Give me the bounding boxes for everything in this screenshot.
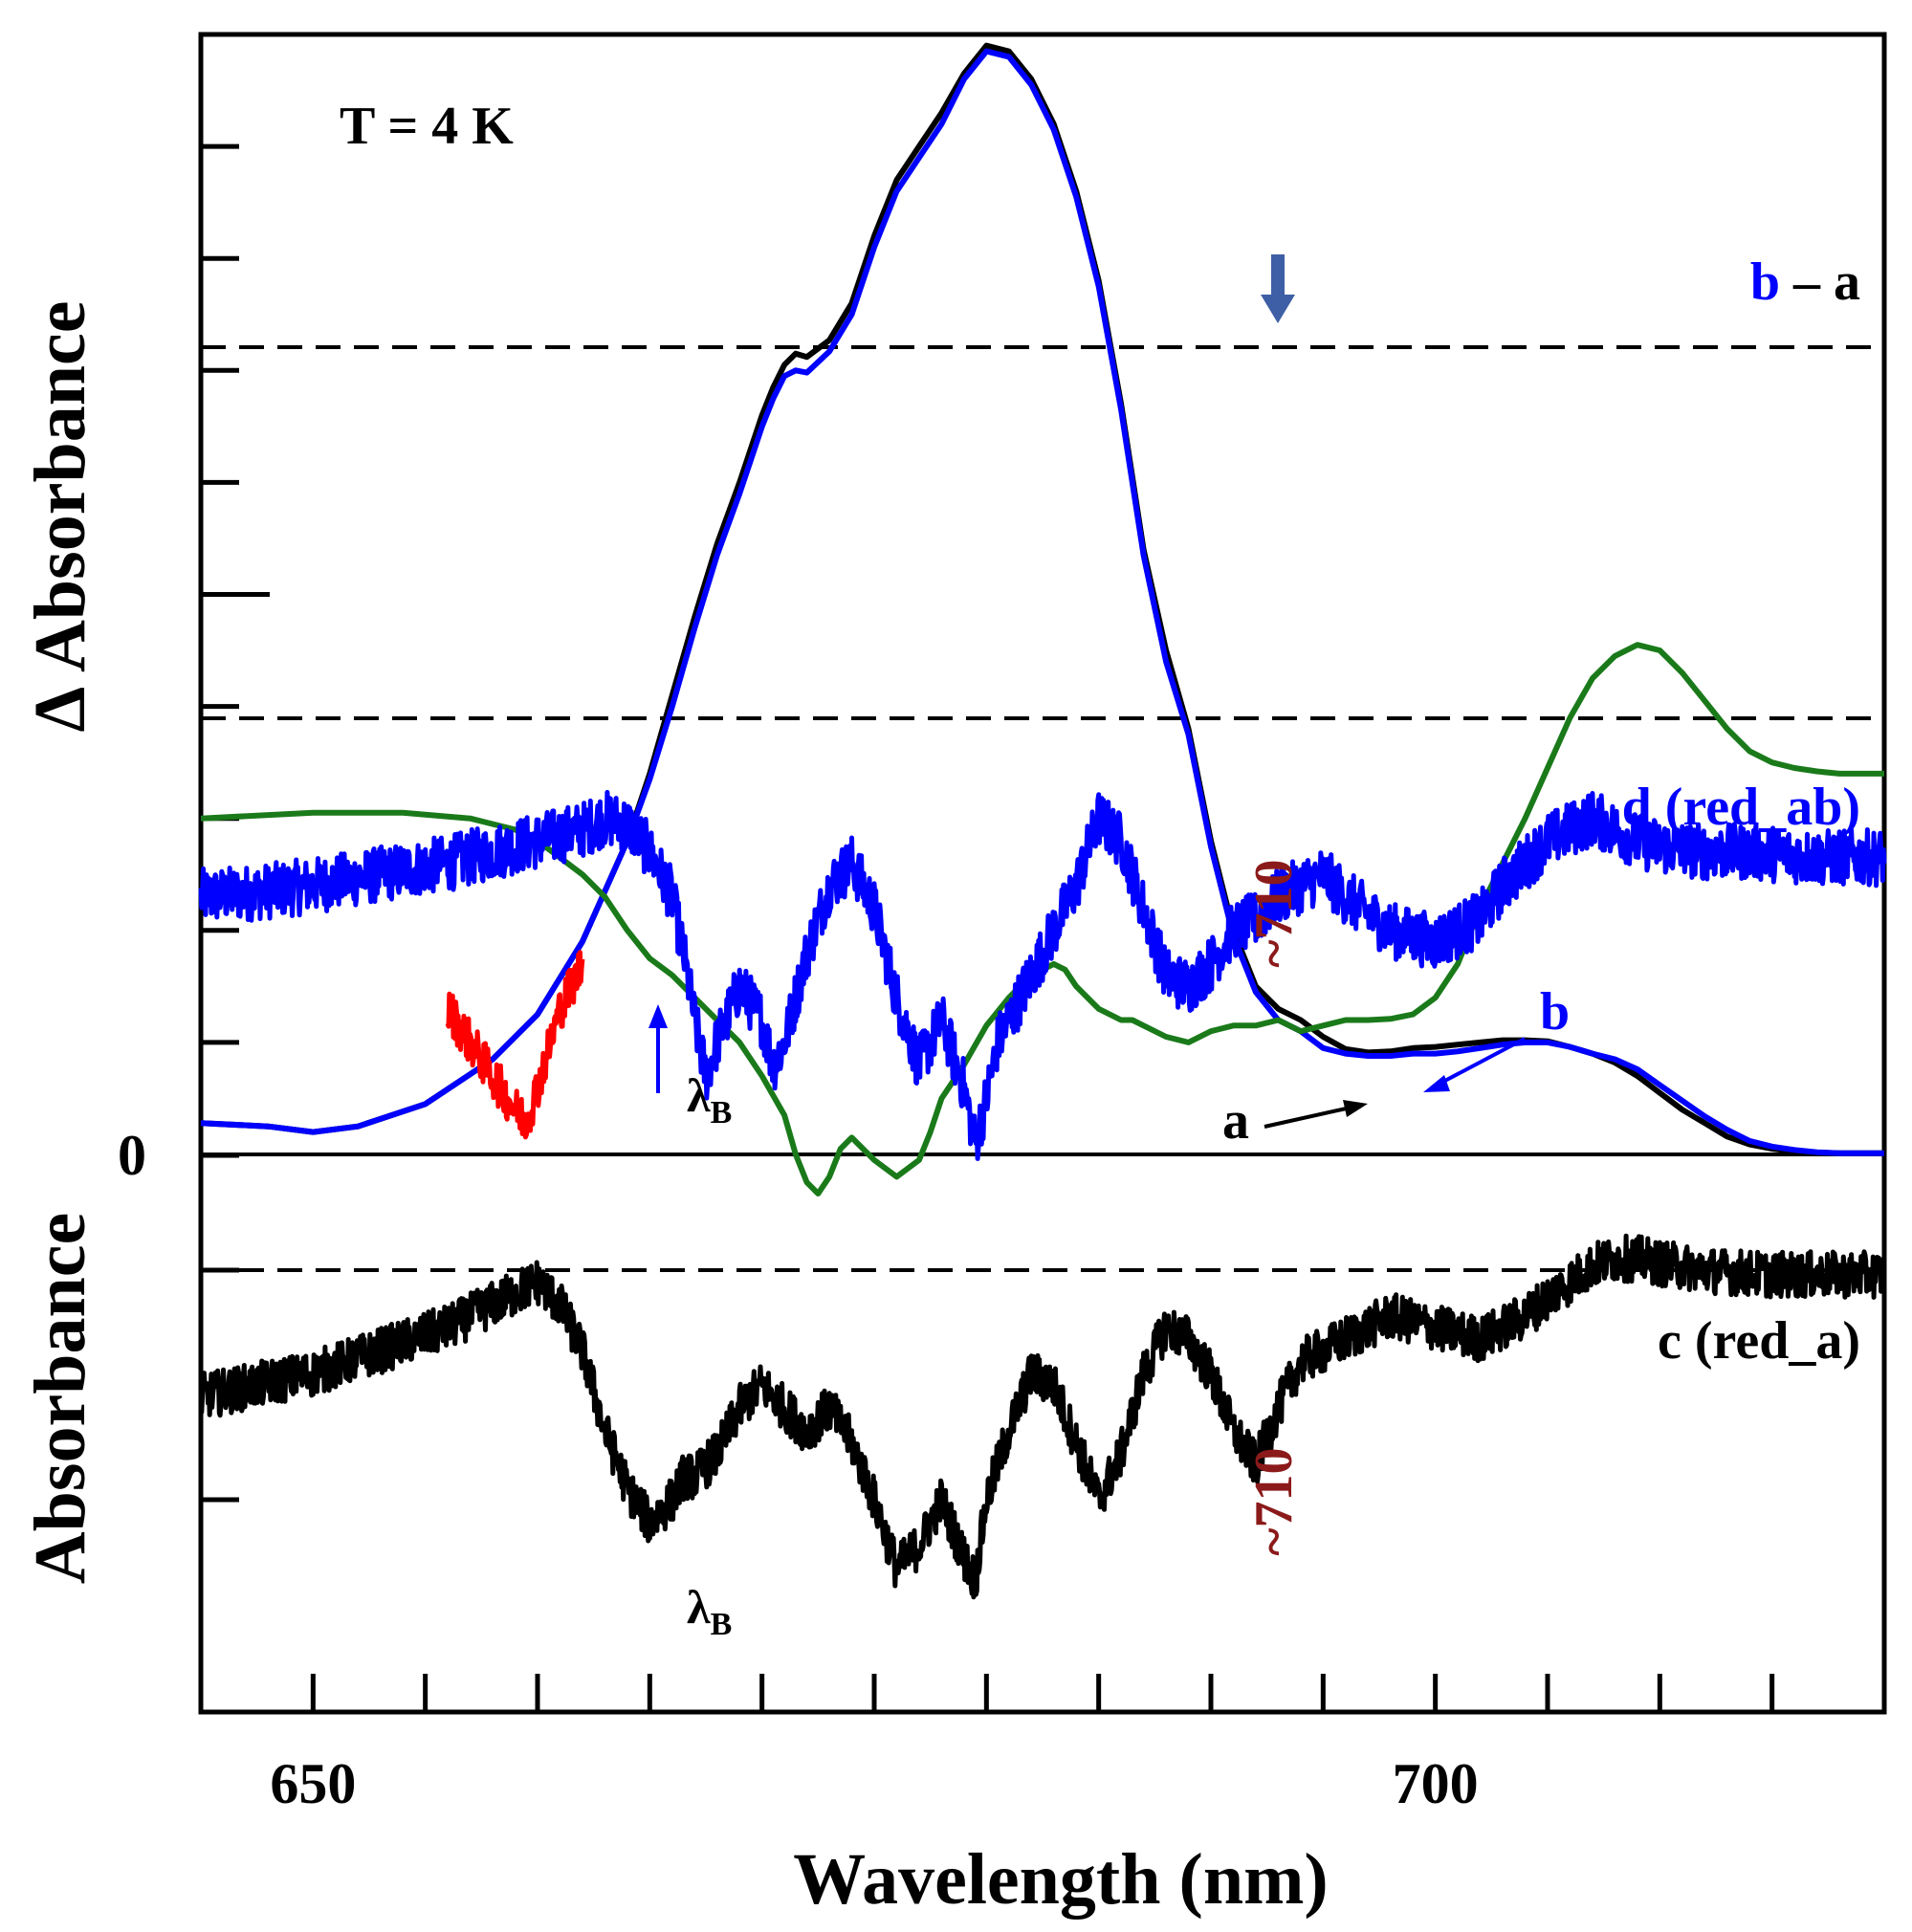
y-axis-ticks [201, 143, 270, 1503]
label-c-red-a: c (red_a) [1658, 1311, 1860, 1371]
x-tick-label-650: 650 [270, 1752, 356, 1815]
zero-label: 0 [118, 1124, 146, 1187]
series-group [198, 42, 1887, 1600]
marker-710-lower: ~710 [1244, 1447, 1304, 1555]
y-axis-title-upper: Δ Absorbance [20, 301, 100, 733]
series-line-c-red-a- [198, 1233, 1887, 1600]
series-line-b [200, 48, 1884, 1156]
label-b-minus-a: b – a [1750, 252, 1860, 312]
y-axis-title-lower: Absorbance [20, 1213, 100, 1584]
x-tick-label-700: 700 [1393, 1752, 1479, 1815]
lambda-b-upper: λB [687, 1068, 732, 1131]
series-line-a [200, 42, 1884, 1156]
label-b: b [1540, 982, 1570, 1042]
marker-710-upper: ~710 [1244, 859, 1304, 967]
series-line-d-red-ab- [198, 789, 1887, 1161]
arrow-to-a [1264, 1100, 1368, 1129]
label-d-red-ab: d (red_ab) [1622, 778, 1860, 837]
lambda-b-lower: λB [687, 1580, 732, 1642]
label-a: a [1222, 1091, 1249, 1151]
series-line-b-a [200, 642, 1884, 1197]
x-axis-ticks: 650 700 [270, 1674, 1887, 1815]
arrow-to-b [1423, 1037, 1526, 1092]
temperature-label: T = 4 K [340, 97, 514, 156]
x-axis-title: Wavelength (nm) [793, 1839, 1328, 1920]
label-b-minus-a-a: – a [1780, 252, 1860, 312]
label-b-minus-a-b: b [1750, 252, 1780, 312]
arrow-lambda-b-upper [648, 1004, 668, 1093]
series-line-red-hole [445, 950, 585, 1140]
arrow-down-710 [1261, 254, 1295, 323]
